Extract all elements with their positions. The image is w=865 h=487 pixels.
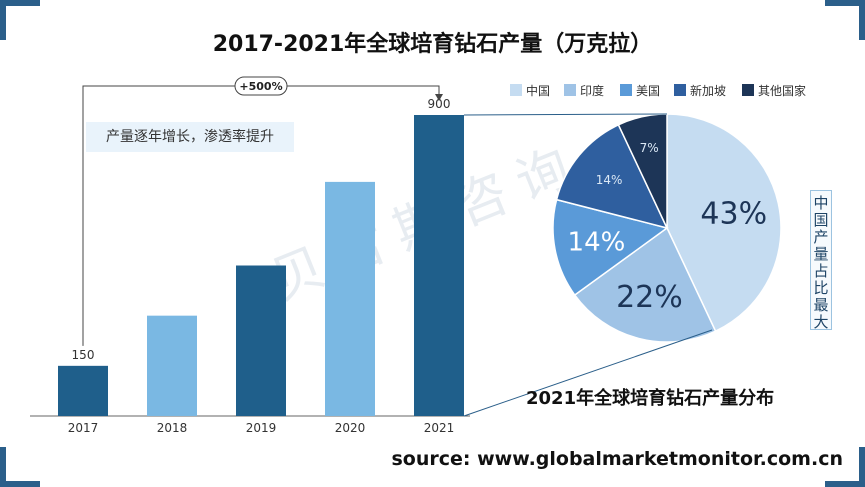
legend-swatch-新加坡 [674,84,686,96]
x-tick-label: 2018 [157,421,188,435]
legend-swatch-中国 [510,84,522,96]
bar-2021 [414,115,464,416]
legend-swatch-印度 [564,84,576,96]
pie-value-label: 43% [700,197,767,232]
connector-line-top [463,113,668,116]
source-text: source: www.globalmarketmonitor.com.cn [391,448,844,470]
legend-label: 其他国家 [758,83,806,98]
legend-swatch-美国 [620,84,632,96]
x-tick-label: 2019 [246,421,277,435]
corner-decoration-top-right [825,0,865,40]
corner-decoration-bottom-right [825,447,865,487]
growth-arrowhead [435,94,443,101]
pie-value-label: 14% [596,173,623,187]
legend-label: 印度 [580,83,604,98]
x-tick-label: 2021 [424,421,455,435]
bar-2020 [325,181,375,416]
corner-decoration-top-left [0,0,40,40]
x-tick-label: 2017 [68,421,99,435]
pie-slice-美国 [552,198,669,297]
pie-title: 2021年全球培育钻石产量分布 [526,388,775,409]
pie-value-label: 7% [640,141,659,155]
side-label: 中国产量占比最大 [810,190,832,331]
pie-slice-中国 [666,113,782,333]
corner-decoration-bottom-left [0,447,40,487]
bar-data-label: 900 [428,97,451,111]
connector-line-bottom [463,329,713,417]
legend-label: 新加坡 [690,83,726,98]
x-tick-label: 2020 [335,421,366,435]
legend-label: 中国 [526,83,550,98]
bar-data-label: 150 [72,348,95,362]
bar-2019 [236,265,286,416]
chart-title: 2017-2021年全球培育钻石产量（万克拉） [212,32,653,57]
growth-label: +500% [239,80,282,93]
growth-note: 产量逐年增长，渗透率提升 [86,122,294,152]
legend-swatch-其他国家 [742,84,754,96]
growth-badge [234,76,288,96]
legend-label: 美国 [636,84,660,98]
pie-slice-印度 [573,226,717,343]
pie-slice-新加坡 [555,123,669,230]
pie-value-label: 14% [568,228,626,258]
bar-2017 [58,365,108,416]
pie-value-label: 22% [616,280,683,315]
bar-2018 [147,315,197,416]
